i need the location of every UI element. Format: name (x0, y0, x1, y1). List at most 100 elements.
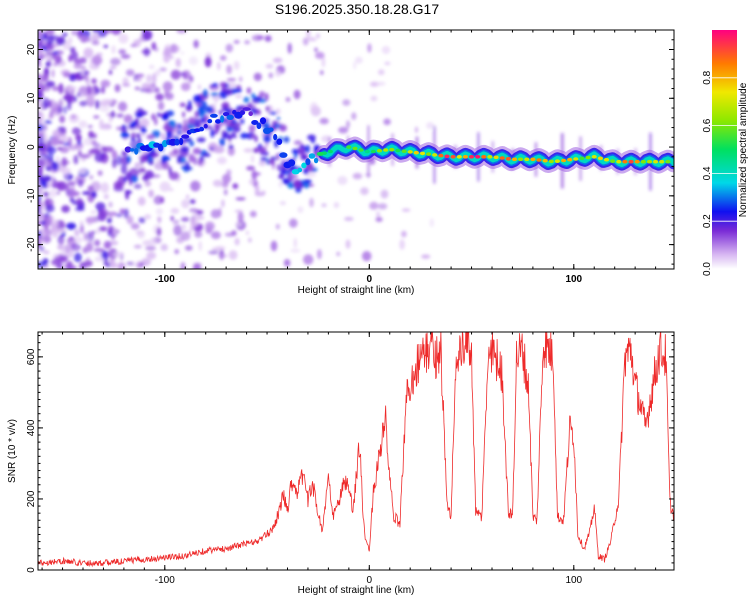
spectrogram-cluster-blob (228, 134, 237, 139)
spectrogram-noise-blob (210, 231, 221, 240)
spectrogram-noise-blob (421, 254, 431, 259)
spectrogram-cluster-blob (125, 155, 131, 163)
spectrogram-cluster-blob (177, 123, 182, 130)
spectrogram-cluster-blob (209, 147, 214, 151)
spectrogram-cluster-blob (141, 111, 148, 116)
spectrogram-noise-blob (107, 217, 112, 224)
spectrogram-ridge-core (554, 159, 561, 163)
spectrogram-ridge-core (276, 138, 283, 145)
spectrogram-noise-blob (114, 84, 121, 93)
spectrogram-noise-blob (289, 218, 298, 228)
spectrogram-noise-blob (144, 180, 151, 187)
spectrogram-noise-blob (50, 101, 60, 113)
spectrogram-cluster-blob (230, 132, 237, 136)
y-tick-label: 20 (26, 44, 37, 56)
spectrogram-noise-blob (75, 92, 85, 99)
spectrogram-noise-blob (51, 137, 59, 146)
spectrogram-ridge-core (542, 158, 548, 163)
spectrogram-noise-blob (275, 223, 280, 230)
spectrogram-noise-blob (111, 110, 115, 119)
spectrogram-noise-blob (293, 140, 302, 146)
spectrogram-noise-blob (77, 92, 81, 97)
spectrogram-noise-blob (100, 79, 111, 88)
spectrogram-noise-blob (273, 57, 283, 63)
spectrogram-ridge-core (536, 158, 542, 162)
spectrogram-noise-blob (248, 237, 252, 243)
spectrogram-noise-blob (290, 249, 301, 253)
spectrogram-noise-blob (251, 170, 257, 181)
spectrogram-cluster-blob (282, 178, 288, 185)
spectrogram-cluster-blob (304, 167, 308, 175)
spectrogram-noise-blob (360, 187, 369, 196)
spectrogram-ridge-core (579, 156, 585, 161)
spectrogram-noise-blob (120, 163, 128, 175)
spectrogram-noise-blob (180, 231, 191, 241)
spectrogram-noise-blob (144, 88, 154, 94)
spectrogram-cluster-blob (172, 148, 179, 155)
spectrogram-cluster-blob (270, 156, 275, 166)
spectrogram-noise-blob (133, 74, 139, 82)
spectrogram-noise-blob (55, 36, 66, 46)
spectrogram-x-ticks: -100 0 100 (41, 30, 657, 285)
spectrogram-noise-blob (109, 65, 117, 70)
spectrogram-noise-blob (148, 237, 157, 247)
spectrogram-noise-blob (54, 255, 63, 263)
spectrogram-noise-blob (63, 94, 74, 102)
spectrogram-ridge-core (481, 155, 487, 159)
spectrogram-noise-blob (176, 30, 187, 34)
y-tick-label: 200 (26, 490, 37, 507)
spectrogram-noise-blob (188, 56, 198, 65)
spectrogram-noise-blob (226, 64, 233, 75)
spectrogram-cluster-blob (305, 144, 310, 154)
spectrogram-noise-blob (181, 223, 186, 231)
spectrogram-noise-blob (93, 115, 100, 119)
colorbar-tick-label: 0.4 (702, 166, 713, 180)
spectrogram-cluster-blob (250, 133, 256, 139)
spectrogram-cluster-blob (125, 172, 132, 181)
spectrogram-cluster-blob (168, 166, 172, 176)
spectrogram-noise-blob (42, 191, 50, 197)
spectrogram-noise-blob (130, 44, 137, 47)
spectrogram-noise-blob (174, 249, 179, 255)
spectrogram-cluster-blob (240, 118, 245, 125)
spectrogram-noise-blob (182, 119, 188, 126)
spectrogram-ridge-core (316, 151, 324, 156)
spectrogram-cluster-blob (188, 117, 197, 125)
y-tick-label: 400 (26, 419, 37, 436)
spectrogram-noise-blob (375, 81, 386, 86)
spectrogram-noise-blob (87, 185, 94, 192)
spectrogram-noise-blob (376, 211, 380, 218)
spectrogram-noise-blob (264, 35, 272, 42)
spectrogram-noise-blob (118, 49, 126, 55)
spectrogram-noise-blob (338, 126, 349, 134)
spectrogram-noise-blob (245, 230, 250, 235)
spectrogram-noise-blob (59, 239, 64, 245)
spectrogram-cluster-blob (204, 105, 214, 113)
spectrogram-noise-blob (94, 256, 105, 262)
spectrogram-cluster-blob (228, 144, 234, 150)
snr-x-ticks: -100 0 100 (41, 332, 657, 586)
spectrogram-cluster-blob (131, 120, 136, 128)
spectrogram-y-ticks: 20 10 0 -10 -20 (26, 29, 674, 265)
spectrogram-noise-blob (68, 114, 80, 123)
spectrogram-ridge-core (389, 147, 395, 152)
spectrogram-ridge-core (215, 119, 221, 124)
spectrogram-noise-blob (69, 74, 76, 82)
spectrogram-noise-blob (342, 99, 351, 106)
spectrogram-noise-blob (71, 127, 82, 135)
spectrogram-noise-blob (38, 209, 44, 221)
spectrogram-ridge-core (256, 122, 262, 130)
spectrogram-cluster-blob (260, 157, 268, 162)
spectrogram-noise-blob (130, 223, 140, 230)
snr-series (38, 332, 674, 568)
spectrogram-ridge-core (646, 159, 653, 164)
spectrogram-noise-blob (42, 97, 50, 108)
spectrogram-noise-blob (38, 53, 42, 59)
spectrogram-noise-blob (256, 35, 264, 40)
spectrogram-noise-blob (314, 47, 318, 52)
spectrogram-ridge-core (239, 110, 246, 116)
spectrogram-noise-blob (233, 60, 240, 70)
spectrogram-ridge-core (628, 159, 634, 164)
spectrogram-noise-blob (181, 217, 190, 222)
